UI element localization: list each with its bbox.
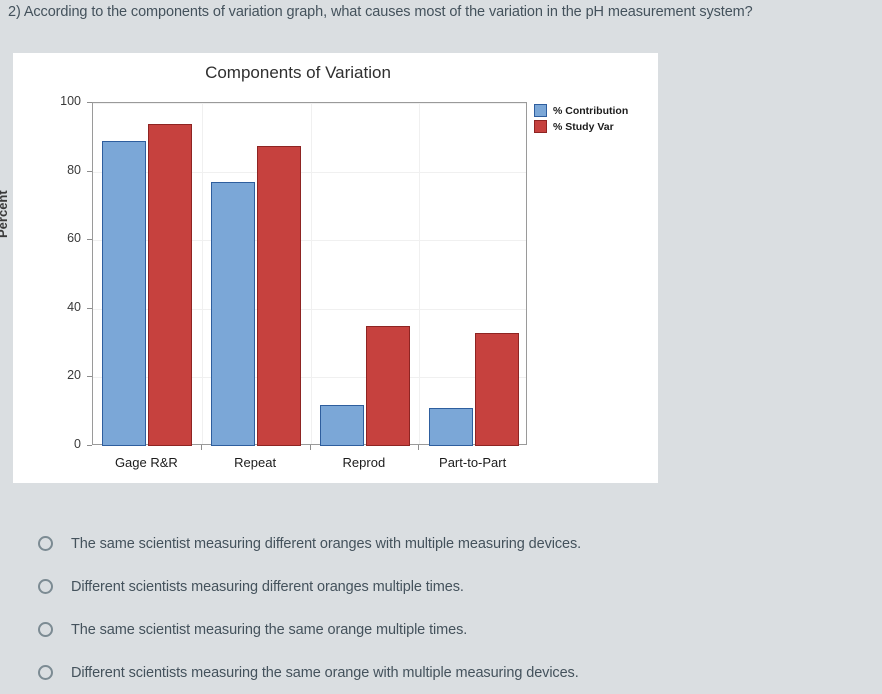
y-axis-tick-label: 0	[74, 437, 81, 451]
x-axis-tick	[200, 445, 202, 450]
legend-swatch	[534, 120, 547, 133]
y-axis-tick-label: 100	[60, 94, 81, 108]
chart-title: Components of Variation	[205, 63, 391, 82]
legend-label: % Contribution	[553, 104, 629, 117]
radio-button-icon[interactable]	[38, 579, 53, 594]
legend-item: % Contribution	[534, 104, 644, 117]
x-axis-category-label: Part-to-Part	[439, 455, 507, 470]
bar	[319, 404, 364, 446]
bar	[102, 140, 147, 446]
chart-legend: % Contribution % Study Var	[534, 104, 644, 136]
gridline	[93, 308, 526, 310]
answer-option-4[interactable]: Different scientists measuring the same …	[38, 651, 838, 694]
chart-panel: Components of Variation Percent 0 20 40 60 8…	[0, 53, 658, 483]
answer-option-label: Different scientists measuring the same …	[71, 664, 579, 681]
radio-button-icon[interactable]	[38, 665, 53, 680]
y-axis-tick	[87, 170, 92, 172]
x-axis-category-label: Gage R&R	[114, 455, 178, 470]
legend-label: % Study Var	[553, 120, 614, 133]
answer-option-2[interactable]: Different scientists measuring different…	[38, 565, 838, 608]
answer-option-3[interactable]: The same scientist measuring the same or…	[38, 608, 838, 651]
bar	[211, 181, 256, 446]
x-axis-category-label: Reprod	[342, 455, 386, 470]
gridline	[93, 377, 526, 379]
y-axis-tick	[87, 376, 92, 378]
category-separator	[419, 103, 421, 444]
y-axis-tick-label: 40	[67, 299, 81, 314]
answer-option-label: Different scientists measuring different…	[71, 578, 464, 595]
radio-button-icon[interactable]	[38, 536, 53, 551]
bar	[257, 145, 302, 446]
category-separator	[201, 103, 203, 444]
y-axis-tick-label: 80	[67, 162, 81, 177]
answer-options-list: The same scientist measuring different o…	[38, 522, 838, 694]
answer-option-label: The same scientist measuring different o…	[71, 535, 582, 552]
y-axis-tick	[87, 239, 92, 241]
x-axis-category-label: Repeat	[234, 455, 277, 470]
y-axis-tick	[87, 307, 92, 309]
y-axis-tick-label: 60	[67, 231, 81, 246]
x-axis-tick	[418, 445, 420, 450]
bar	[148, 123, 193, 446]
plot-area	[92, 102, 527, 446]
question-text: 2) According to the components of variat…	[8, 4, 753, 20]
y-axis-title: Percent	[0, 190, 10, 238]
gridline	[93, 171, 526, 173]
bar	[428, 408, 473, 446]
y-axis-tick	[87, 102, 92, 103]
legend-item: % Study Var	[534, 120, 644, 133]
category-separator	[310, 103, 312, 444]
bar	[474, 332, 519, 446]
x-axis-tick	[309, 445, 311, 450]
answer-option-1[interactable]: The same scientist measuring different o…	[38, 522, 838, 565]
legend-swatch	[534, 104, 547, 117]
gridline	[93, 103, 526, 104]
radio-button-icon[interactable]	[38, 622, 53, 637]
y-axis-tick-label: 20	[67, 368, 81, 383]
gridline	[93, 240, 526, 242]
y-axis-tick	[87, 445, 92, 446]
bar	[365, 325, 410, 446]
answer-option-label: The same scientist measuring the same or…	[71, 621, 468, 638]
